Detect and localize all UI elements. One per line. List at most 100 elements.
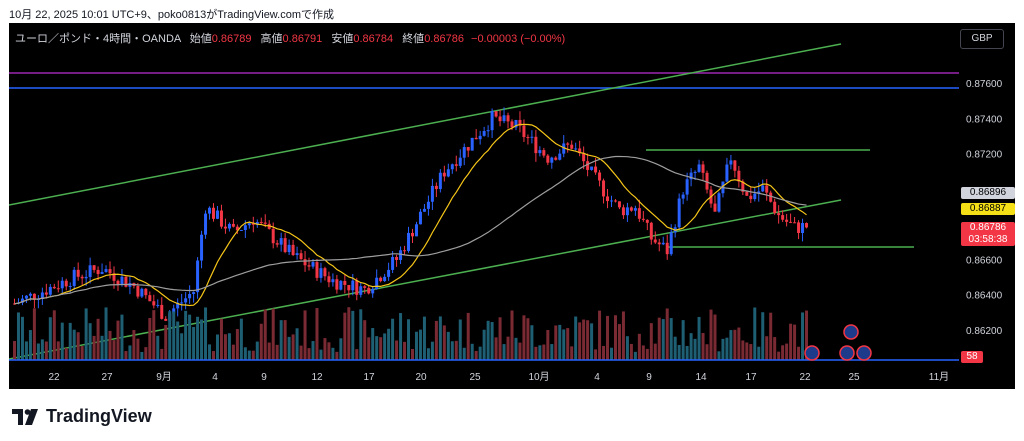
volume-bar <box>403 341 407 360</box>
close-label: 終値 <box>402 33 425 45</box>
volume-bar <box>367 337 371 360</box>
volume-bar <box>590 323 594 360</box>
candle-body <box>383 276 387 282</box>
candle-body <box>343 280 347 285</box>
volume-bar <box>271 308 275 360</box>
time-axis-label: 14 <box>695 372 707 383</box>
candle-body <box>526 137 530 139</box>
candle-body <box>60 280 64 289</box>
candle-body <box>200 234 204 261</box>
volume-bar <box>773 337 777 360</box>
candle-body <box>418 211 422 225</box>
volume-bar <box>474 350 478 360</box>
volume-bar <box>629 343 633 360</box>
volume-bar <box>793 324 797 360</box>
volume-bar <box>594 349 598 360</box>
candle-body <box>490 111 494 131</box>
time-axis-label: 10月 <box>528 371 549 383</box>
candle-body <box>689 172 693 180</box>
candle-body <box>148 295 152 302</box>
candle-body <box>399 250 403 260</box>
candle-body <box>180 302 184 304</box>
volume-bar <box>542 344 546 360</box>
candle-body <box>140 288 144 297</box>
volume-bar <box>371 328 375 360</box>
candle-body <box>315 262 319 278</box>
time-axis-label: 9 <box>261 372 267 383</box>
volume-bar <box>279 320 283 360</box>
candle-body <box>542 150 546 156</box>
volume-bar <box>777 351 781 360</box>
volume-bar <box>72 329 76 360</box>
volume-bar <box>498 317 502 360</box>
candle-body <box>737 170 741 182</box>
candle-body <box>92 265 96 270</box>
volume-bar <box>598 310 602 360</box>
candle-body <box>68 286 72 288</box>
volume-bar <box>132 330 136 360</box>
volume-bar <box>633 351 637 360</box>
candle-body <box>88 265 92 277</box>
candle-body <box>64 280 68 287</box>
candle-body <box>705 172 709 190</box>
volume-bar <box>506 336 510 360</box>
candle-body <box>498 116 502 122</box>
volume-bar <box>283 320 287 360</box>
volume-bar <box>231 344 235 360</box>
volume-bar <box>303 310 307 360</box>
candle-body <box>52 286 56 289</box>
volume-bar <box>621 311 625 360</box>
volume-bar <box>347 307 351 360</box>
volume-bar <box>168 311 172 360</box>
candle-body <box>769 192 773 202</box>
candle-body <box>629 207 633 211</box>
candle-body <box>239 230 243 232</box>
price-chart[interactable]: 0.87600 0.87400 0.87200 0.86600 0.86400 0.862… <box>9 23 1015 389</box>
candle-body <box>363 286 367 288</box>
tradingview-logo[interactable]: TradingView <box>12 406 152 427</box>
volume-bar <box>164 324 168 360</box>
candle-body <box>108 269 112 274</box>
candle-body <box>749 195 753 200</box>
candle-body <box>578 148 582 154</box>
candle-body <box>120 276 124 285</box>
channel-lower-line <box>9 199 842 360</box>
candle-body <box>530 136 534 138</box>
volume-bar <box>434 320 438 360</box>
volume-bar <box>323 338 327 360</box>
volume-bar <box>562 329 566 360</box>
volume-bar <box>28 330 32 360</box>
candle-body <box>196 260 200 293</box>
candle-body <box>789 221 793 223</box>
volume-bar <box>673 336 677 360</box>
candle-body <box>697 164 701 172</box>
volume-bar <box>625 336 629 360</box>
price-axis-label: 0.86400 <box>966 291 1003 302</box>
candle-body <box>335 279 339 290</box>
candle-body <box>777 213 781 216</box>
candle-body <box>367 287 371 294</box>
candle-body <box>773 201 777 214</box>
time-axis-label: 17 <box>745 372 757 383</box>
high-value: 0.86791 <box>282 33 323 45</box>
candle-body <box>124 276 128 287</box>
chart-area[interactable]: 0.87600 0.87400 0.87200 0.86600 0.86400 0.862… <box>9 23 1015 389</box>
candle-body <box>546 155 550 163</box>
currency-button[interactable]: GBP <box>960 29 1004 49</box>
candle-body <box>625 207 629 216</box>
candle-body <box>450 164 454 170</box>
volume-bar <box>645 348 649 360</box>
volume-bar <box>522 315 526 360</box>
volume-bar <box>36 343 40 360</box>
candle-body <box>797 222 801 233</box>
symbol-title[interactable]: ユーロ／ポンド・4時間・OANDA <box>15 33 181 45</box>
candle-body <box>307 265 311 267</box>
volume-bar <box>223 334 227 360</box>
open-value: 0.86789 <box>211 33 252 45</box>
low-label: 安値 <box>331 33 354 45</box>
volume-bar <box>713 314 717 360</box>
candle-body <box>486 130 490 132</box>
candle-body <box>48 286 52 295</box>
candle-body <box>156 304 160 306</box>
candle-body <box>223 226 227 229</box>
